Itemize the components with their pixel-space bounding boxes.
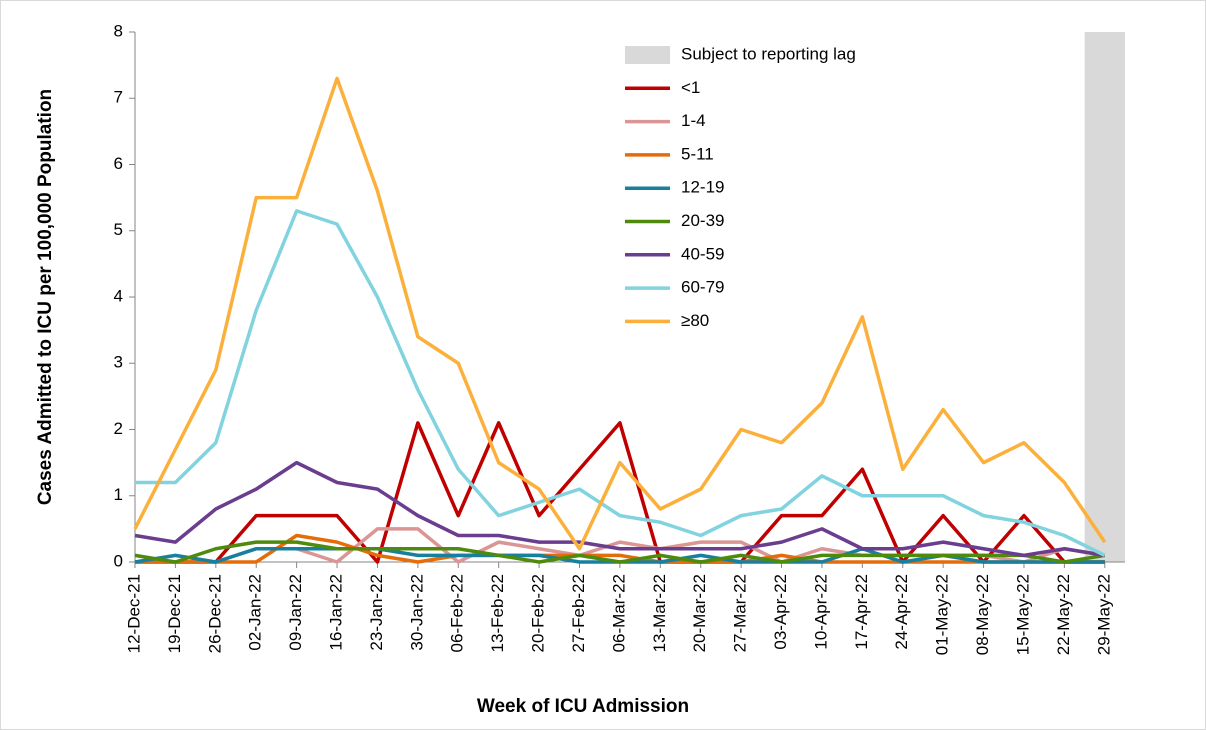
x-tick-label: 24-Apr-22	[892, 574, 911, 650]
y-tick-label: 8	[114, 21, 123, 40]
legend-label: <1	[681, 78, 700, 97]
legend-label: 12-19	[681, 178, 724, 197]
x-tick-label: 20-Mar-22	[690, 574, 709, 652]
legend-label: 1-4	[681, 111, 706, 130]
x-tick-label: 29-May-22	[1094, 574, 1113, 655]
x-tick-label: 15-May-22	[1013, 574, 1032, 655]
x-tick-label: 16-Jan-22	[327, 574, 346, 651]
y-tick-label: 7	[114, 88, 123, 107]
x-tick-label: 06-Mar-22	[609, 574, 628, 652]
legend-label: 40-59	[681, 244, 724, 263]
series-line	[135, 533, 1105, 564]
y-tick-label: 1	[114, 485, 123, 504]
legend-label: 60-79	[681, 278, 724, 297]
x-tick-label: 17-Apr-22	[852, 574, 871, 650]
y-tick-label: 0	[114, 551, 123, 570]
y-tick-label: 6	[114, 154, 123, 173]
y-tick-label: 4	[114, 286, 123, 305]
legend-label: ≥80	[681, 311, 709, 330]
y-tick-label: 3	[114, 353, 123, 372]
x-tick-label: 19-Dec-21	[165, 574, 184, 653]
x-tick-label: 13-Feb-22	[488, 574, 507, 652]
x-tick-label: 26-Dec-21	[205, 574, 224, 653]
x-tick-label: 27-Mar-22	[731, 574, 750, 652]
x-tick-label: 30-Jan-22	[407, 574, 426, 651]
series-line	[135, 421, 1105, 564]
x-tick-label: 03-Apr-22	[771, 574, 790, 650]
x-tick-label: 13-Mar-22	[650, 574, 669, 652]
x-tick-label: 22-May-22	[1054, 574, 1073, 655]
legend-label: 20-39	[681, 211, 724, 230]
series-line	[133, 76, 1107, 551]
legend-label: 5-11	[681, 144, 714, 163]
lag-band	[1084, 32, 1125, 562]
x-tick-label: 20-Feb-22	[529, 574, 548, 652]
series-line	[135, 209, 1106, 557]
legend-label: Subject to reporting lag	[681, 44, 856, 63]
x-tick-label: 02-Jan-22	[246, 574, 265, 651]
x-tick-label: 01-May-22	[933, 574, 952, 655]
series-line	[134, 540, 1106, 564]
series-line	[134, 460, 1106, 558]
y-axis-title: Cases Admitted to ICU per 100,000 Popula…	[35, 89, 56, 505]
x-tick-label: 06-Feb-22	[448, 574, 467, 652]
x-tick-label: 12-Dec-21	[124, 574, 143, 653]
x-axis-title: Week of ICU Admission	[477, 696, 689, 717]
x-tick-label: 23-Jan-22	[367, 574, 386, 651]
y-tick-label: 5	[114, 220, 123, 239]
legend-swatch	[625, 46, 670, 64]
y-tick-label: 2	[114, 419, 123, 438]
x-tick-label: 09-Jan-22	[286, 574, 305, 651]
x-tick-label: 10-Apr-22	[811, 574, 830, 650]
x-tick-label: 08-May-22	[973, 574, 992, 655]
x-tick-label: 27-Feb-22	[569, 574, 588, 652]
